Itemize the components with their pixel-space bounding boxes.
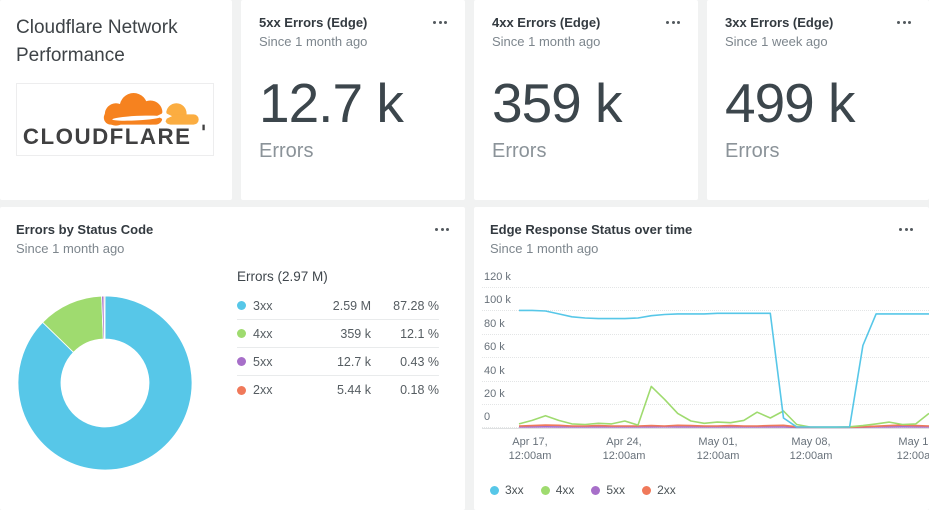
card-subtitle: Since 1 month ago xyxy=(492,34,601,50)
donut-chart xyxy=(17,295,193,471)
donut-legend-row-5xx: 5xx 12.7 k 0.43 % xyxy=(237,348,439,376)
x-axis-line xyxy=(482,428,929,429)
card-title: 3xx Errors (Edge) xyxy=(725,15,834,30)
stat-value: 12.7 k xyxy=(259,72,404,135)
donut-slice-3xx xyxy=(17,295,193,471)
legend-percent: 87.28 % xyxy=(393,298,439,313)
donut-legend-row-4xx: 4xx 359 k 12.1 % xyxy=(237,320,439,348)
stat-card-5xx-errors: 5xx Errors (Edge) Since 1 month ago 12.7… xyxy=(241,0,465,200)
y-axis-tick-label: 60 k xyxy=(484,341,505,354)
timeseries-legend: 3xx 4xx 5xx 2xx xyxy=(490,483,676,497)
legend-dot-3xx xyxy=(237,301,246,310)
stat-card-4xx-errors: 4xx Errors (Edge) Since 1 month ago 359 … xyxy=(474,0,698,200)
card-subtitle: Since 1 month ago xyxy=(490,241,599,257)
gridline xyxy=(482,357,929,359)
gridline xyxy=(482,404,929,405)
card-subtitle: Since 1 month ago xyxy=(259,34,368,50)
donut-legend: Errors (2.97 M) 3xx 2.59 M 87.28 % 4xx 359 k… xyxy=(237,269,439,404)
series-line-4xx xyxy=(518,385,929,428)
card-subtitle: Since 1 month ago xyxy=(16,241,125,257)
timeseries-legend-item-3xx[interactable]: 3xx xyxy=(490,483,524,497)
timeseries-chart: 120 k 100 k 80 k 60 k 40 k 20 k 0 Apr 17, 12:00a… xyxy=(474,207,929,510)
cloudflare-logo-text: CLOUDFLARE xyxy=(23,124,192,149)
x-axis-tick-label: Apr 24, 12:00am xyxy=(602,436,646,463)
stat-value: 499 k xyxy=(725,72,856,135)
dashboard-title-card: Cloudflare Network Performance CLOUDFLAR… xyxy=(0,0,232,200)
timeseries-lines xyxy=(518,309,929,429)
y-axis-tick-label: 20 k xyxy=(484,388,505,400)
legend-dot-2xx xyxy=(642,485,652,495)
legend-value: 2.59 M xyxy=(332,298,371,313)
overflow-menu-icon[interactable] xyxy=(435,228,449,231)
series-line-2xx xyxy=(518,424,929,428)
legend-dot-5xx xyxy=(591,485,601,495)
gridline xyxy=(482,287,929,288)
legend-dot-3xx xyxy=(490,485,499,495)
y-axis-tick-label: 80 k xyxy=(484,317,505,330)
y-axis-tick-label: 100 k xyxy=(484,294,511,307)
legend-label: 2xx xyxy=(657,483,676,497)
legend-label: 4xx xyxy=(555,483,575,497)
legend-dot-5xx xyxy=(237,357,246,366)
y-axis-tick-label: 40 k xyxy=(484,364,505,377)
donut-legend-title: Errors (2.97 M) xyxy=(237,269,328,284)
legend-label: 5xx xyxy=(606,483,626,497)
legend-value: 12.7 k xyxy=(336,354,371,369)
card-title: 4xx Errors (Edge) xyxy=(492,15,601,30)
page-title: Cloudflare Network Performance xyxy=(16,17,178,67)
donut-slice-2xx xyxy=(103,295,106,340)
x-axis-tick-label: Apr 17, 12:00am xyxy=(508,436,552,463)
legend-percent: 0.43 % xyxy=(400,354,439,369)
overflow-menu-icon[interactable] xyxy=(899,228,913,231)
legend-label: 4xx xyxy=(253,326,273,341)
card-title: Edge Response Status over time xyxy=(490,222,693,237)
legend-percent: 12.1 % xyxy=(400,326,439,341)
gridline xyxy=(482,310,929,312)
y-axis-tick-label: 0 xyxy=(484,411,491,424)
donut-legend-row-2xx: 2xx 5.44 k 0.18 % xyxy=(237,376,439,404)
y-axis-tick-label: 120 k xyxy=(484,271,511,283)
legend-label: 2xx xyxy=(253,383,273,397)
card-title: 5xx Errors (Edge) xyxy=(259,15,368,30)
legend-label: 3xx xyxy=(505,483,524,497)
series-line-3xx xyxy=(519,309,929,428)
overflow-menu-icon[interactable] xyxy=(897,21,911,24)
gridline xyxy=(482,380,929,382)
stat-unit-label: Errors xyxy=(259,140,314,163)
stat-value: 359 k xyxy=(492,72,623,135)
x-axis-tick-label: May 01, 12:00am xyxy=(696,436,740,463)
overflow-menu-icon[interactable] xyxy=(433,21,447,24)
cloudflare-logo: CLOUDFLARE xyxy=(16,83,214,157)
legend-value: 5.44 k xyxy=(336,383,371,397)
gridline xyxy=(482,333,929,335)
donut-legend-row-3xx: 3xx 2.59 M 87.28 % xyxy=(237,292,439,320)
legend-label: 5xx xyxy=(253,354,273,369)
errors-by-status-code-card: Errors by Status Code Since 1 month ago … xyxy=(0,207,465,510)
card-title: Errors by Status Code xyxy=(16,222,154,237)
stat-unit-label: Errors xyxy=(725,140,780,163)
edge-response-status-card: Edge Response Status over time Since 1 m… xyxy=(474,207,929,510)
x-axis-tick-label: May 15,12:00am xyxy=(896,436,929,463)
timeseries-legend-item-4xx[interactable]: 4xx xyxy=(540,483,575,497)
timeseries-legend-item-5xx[interactable]: 5xx xyxy=(591,483,625,497)
overflow-menu-icon[interactable] xyxy=(666,21,680,24)
legend-percent: 0.18 % xyxy=(400,383,439,397)
legend-dot-4xx xyxy=(237,329,246,338)
legend-label: 3xx xyxy=(253,298,273,313)
legend-value: 359 k xyxy=(340,326,371,341)
timeseries-legend-item-2xx[interactable]: 2xx xyxy=(642,483,676,497)
legend-dot-2xx xyxy=(237,385,246,395)
legend-dot-4xx xyxy=(540,485,550,495)
stat-unit-label: Errors xyxy=(492,140,547,163)
stat-card-3xx-errors: 3xx Errors (Edge) Since 1 week ago 499 k… xyxy=(707,0,929,200)
cloudflare-logo-image: CLOUDFLARE xyxy=(23,92,205,149)
x-axis-tick-label: May 08, 12:00am xyxy=(789,436,833,463)
card-subtitle: Since 1 week ago xyxy=(725,34,828,50)
gridline xyxy=(482,427,929,429)
cloudflare-cloud-icon xyxy=(103,92,199,126)
